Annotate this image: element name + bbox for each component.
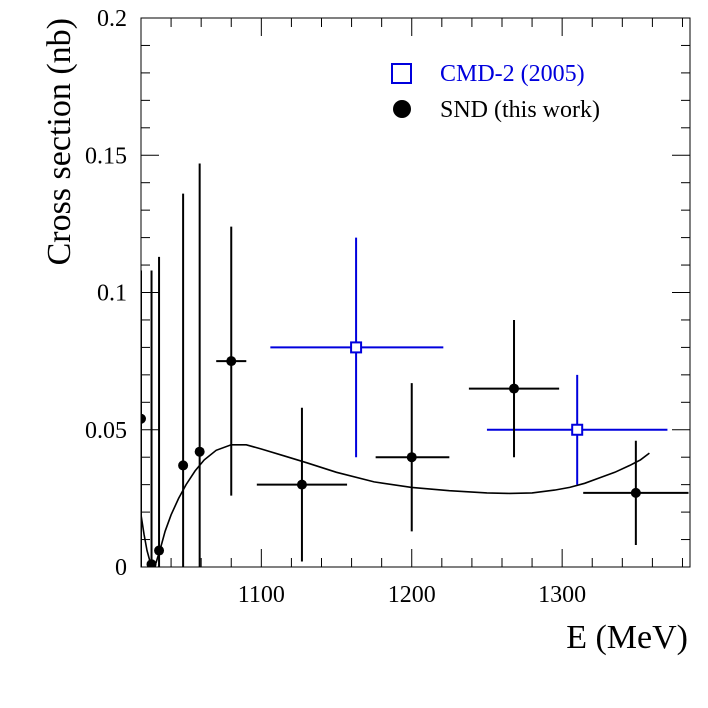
fit-curve-layer (141, 443, 650, 567)
snd-point (146, 270, 157, 567)
y-tick-label: 0.05 (85, 418, 127, 444)
axes: 0 0.05 0.1 0.15 0.2 1100 1200 1300 (85, 6, 691, 608)
cmd2-point (270, 237, 444, 458)
snd-point (375, 383, 450, 532)
circle-marker (226, 356, 237, 367)
cmd2-point (486, 374, 668, 485)
legend-snd-marker (393, 100, 411, 118)
x-tick-label: 1300 (538, 582, 586, 608)
x-tick-label: 1100 (238, 582, 285, 608)
data-points-layer (141, 163, 689, 567)
circle-marker (141, 413, 146, 424)
square-marker (350, 341, 363, 354)
fit-curve (141, 443, 650, 567)
legend: CMD-2 (2005) SND (this work) (391, 61, 600, 123)
y-tick-label: 0.2 (97, 6, 127, 32)
snd-point (256, 407, 348, 562)
snd-point (154, 256, 165, 567)
circle-marker (509, 383, 520, 394)
circle-marker (194, 446, 205, 457)
y-tick-label: 0.1 (97, 281, 127, 307)
legend-snd-label: SND (this work) (440, 97, 600, 123)
snd-point (468, 319, 560, 458)
snd-point (141, 270, 146, 567)
circle-marker (406, 452, 417, 463)
snd-point (178, 193, 189, 567)
y-tick-label: 0.15 (85, 143, 127, 169)
legend-cmd2-label: CMD-2 (2005) (440, 61, 585, 87)
square-marker (571, 423, 584, 436)
legend-cmd2-marker (391, 63, 412, 84)
y-tick-label: 0 (115, 555, 127, 581)
x-axis-label: E (MeV) (566, 619, 688, 656)
snd-point (583, 440, 689, 546)
x-tick-label: 1200 (388, 582, 436, 608)
axis-labels: E (MeV) Cross section (nb) (41, 18, 688, 656)
circle-marker (296, 479, 307, 490)
circle-marker (146, 559, 157, 567)
snd-point (216, 226, 247, 496)
circle-marker (178, 460, 189, 471)
circle-marker (154, 545, 165, 556)
circle-marker (630, 487, 641, 498)
plot-frame (140, 17, 691, 568)
y-axis-label: Cross section (nb) (41, 18, 78, 265)
snd-point (194, 163, 205, 567)
